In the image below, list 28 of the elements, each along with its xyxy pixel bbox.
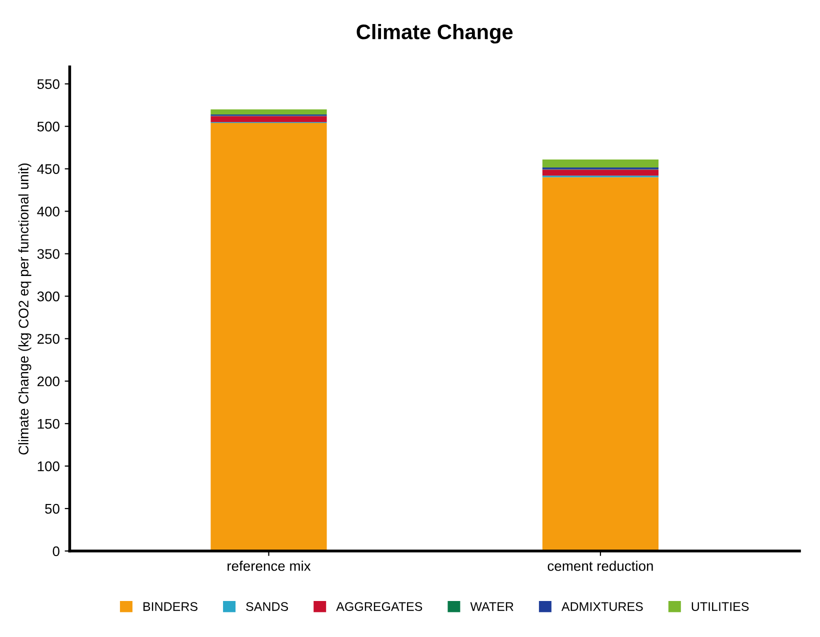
y-tick-label: 50 (45, 504, 60, 514)
y-tick-label: 0 (52, 546, 60, 556)
y-tick-label: 150 (38, 418, 60, 429)
bar (210, 116, 327, 122)
legend-label: ADMIXTURES (561, 602, 643, 611)
bar (210, 122, 327, 552)
y-tick-label: 300 (37, 292, 60, 302)
legend-label: SANDS (246, 602, 288, 611)
y-tick-label: 450 (37, 164, 60, 174)
y-tick-label: 250 (38, 334, 60, 344)
y-axis-title: Climate Change (kg CO2 eq per functional unit) (18, 164, 32, 455)
y-tick-label: 400 (37, 206, 60, 216)
legend-label: UTILITIES (692, 602, 749, 611)
legend-label: BINDERS (143, 602, 198, 611)
bar (542, 177, 659, 552)
bar (542, 159, 659, 168)
x-tick-label: cement reduction (548, 560, 653, 571)
chart-title: Climate Change (356, 24, 513, 44)
bar (542, 170, 659, 176)
bar (210, 109, 327, 114)
x-tick-label: reference mix (228, 560, 311, 571)
y-tick-label: 100 (38, 461, 60, 472)
y-tick-label: 500 (37, 122, 60, 132)
y-tick-label: 350 (37, 249, 60, 259)
y-tick-label: 200 (38, 376, 60, 386)
legend-label: AGGREGATES (336, 602, 422, 611)
legend-label: WATER (470, 602, 514, 611)
y-tick-label: 550 (37, 79, 60, 90)
